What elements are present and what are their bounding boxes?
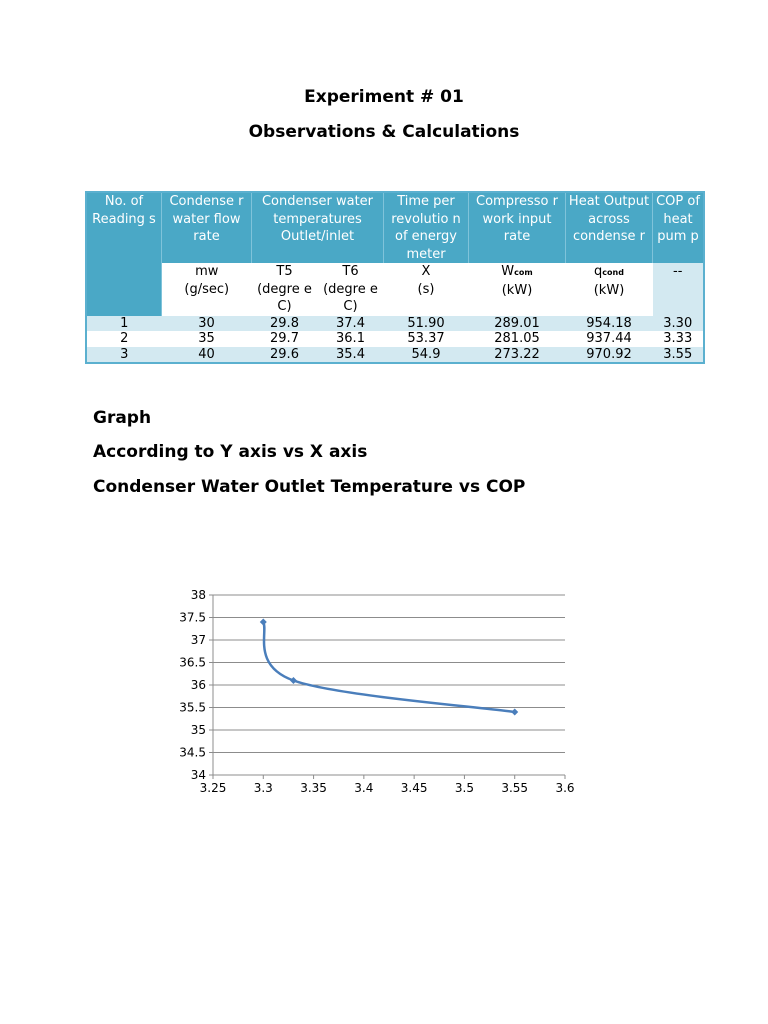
col-header-time: Time per revolutio n of energy meter <box>383 192 469 263</box>
unit-heat: qcond (kW) <box>565 263 653 316</box>
table-row: 3 40 29.6 35.4 54.9 273.22 970.92 3.55 <box>86 346 704 363</box>
cell-t6: 36.1 <box>317 331 384 347</box>
col-header-heat: Heat Output across condense r <box>565 192 653 263</box>
cell-t6: 35.4 <box>317 346 384 363</box>
y-tick-label: 36 <box>191 678 206 692</box>
cell-flow: 35 <box>161 331 252 347</box>
table-units-row: mw (g/sec) T5 (degre e C) T6 (degre e C)… <box>86 263 704 316</box>
y-tick-label: 35 <box>191 723 206 737</box>
x-tick-label: 3.6 <box>555 781 574 795</box>
data-point <box>511 708 519 716</box>
table-row: 1 30 29.8 37.4 51.90 289.01 954.18 3.30 <box>86 315 704 331</box>
x-tick-label: 3.5 <box>455 781 474 795</box>
cell-t6: 37.4 <box>317 315 384 331</box>
unit-cop: -- <box>652 263 704 316</box>
cell-t5: 29.6 <box>251 346 318 363</box>
data-point <box>259 618 267 626</box>
units-work: (kW) <box>501 282 533 298</box>
units-time: (s) <box>417 281 435 297</box>
col-header-temperatures: Condenser water temperatures Outlet/inle… <box>251 192 384 263</box>
y-tick-label: 37 <box>191 633 206 647</box>
symbol-heat-sub: cond <box>602 268 624 277</box>
col-header-flow: Condense r water flow rate <box>161 192 252 263</box>
cell-t5: 29.8 <box>251 315 318 331</box>
page-subtitle: Observations & Calculations <box>248 122 520 142</box>
page-title: Experiment # 01 <box>304 87 464 107</box>
cell-reading: 3 <box>86 346 162 363</box>
units-t5: (degre e C) <box>257 281 312 315</box>
unit-time: X (s) <box>383 263 469 316</box>
cell-cop: 3.55 <box>652 346 704 363</box>
cell-flow: 30 <box>161 315 252 331</box>
symbol-t6: T6 <box>342 264 359 279</box>
cell-t5: 29.7 <box>251 331 318 347</box>
cell-reading: 1 <box>86 315 162 331</box>
cell-work: 281.05 <box>468 331 566 347</box>
x-tick-label: 3.3 <box>254 781 273 795</box>
cell-cop: 3.30 <box>652 315 704 331</box>
cell-time: 54.9 <box>383 346 469 363</box>
observations-table: No. of Reading s Condense r water flow r… <box>85 191 705 364</box>
cell-cop: 3.33 <box>652 331 704 347</box>
col-header-work: Compresso r work input rate <box>468 192 566 263</box>
units-flow: (g/sec) <box>184 281 230 297</box>
symbol-heat-main: q <box>594 264 603 279</box>
cell-work: 289.01 <box>468 315 566 331</box>
y-tick-label: 38 <box>191 588 206 602</box>
symbol-t5: T5 <box>276 264 293 279</box>
y-tick-label: 37.5 <box>179 611 206 625</box>
unit-t6: T6 (degre e C) <box>317 263 384 316</box>
unit-flow: mw (g/sec) <box>161 263 252 316</box>
units-heat: (kW) <box>593 282 625 298</box>
cell-heat: 970.92 <box>565 346 653 363</box>
cell-work: 273.22 <box>468 346 566 363</box>
symbol-work: Wcom <box>471 263 564 282</box>
units-t6: (degre e C) <box>323 281 378 315</box>
symbol-time: X <box>421 264 431 279</box>
unit-work: Wcom (kW) <box>468 263 566 316</box>
symbol-work-sub: com <box>514 268 533 277</box>
y-tick-label: 35.5 <box>179 701 206 715</box>
symbol-cop: -- <box>673 264 683 279</box>
x-tick-label: 3.4 <box>354 781 373 795</box>
y-tick-label: 34 <box>191 768 206 782</box>
x-tick-label: 3.35 <box>300 781 327 795</box>
symbol-flow: mw <box>195 264 219 279</box>
section-relation: Condenser Water Outlet Temperature vs CO… <box>93 477 526 497</box>
x-tick-label: 3.25 <box>200 781 227 795</box>
cell-flow: 40 <box>161 346 252 363</box>
series-line <box>262 621 515 714</box>
table-row: 2 35 29.7 36.1 53.37 281.05 937.44 3.33 <box>86 331 704 347</box>
y-tick-label: 36.5 <box>179 656 206 670</box>
section-axis-description: According to Y axis vs X axis <box>93 442 368 462</box>
col-header-reading: No. of Reading s <box>86 192 162 316</box>
table-header-row: No. of Reading s Condense r water flow r… <box>86 192 704 316</box>
unit-t5: T5 (degre e C) <box>251 263 318 316</box>
col-header-cop: COP of heat pum p <box>652 192 704 263</box>
cell-time: 53.37 <box>383 331 469 347</box>
cell-heat: 954.18 <box>565 315 653 331</box>
data-point <box>289 677 297 684</box>
y-tick-label: 34.5 <box>179 746 206 760</box>
symbol-heat: qcond <box>568 263 651 282</box>
cell-time: 51.90 <box>383 315 469 331</box>
cop-temperature-chart: 34 34.5 35 35.5 36 36.5 37 37.5 38 3.25 3.3 3.35 3.4… <box>179 588 574 795</box>
symbol-work-main: W <box>501 264 515 279</box>
cell-heat: 937.44 <box>565 331 653 347</box>
x-tick-label: 3.55 <box>501 781 528 795</box>
section-graph: Graph <box>93 408 152 428</box>
cell-reading: 2 <box>86 331 162 347</box>
x-tick-label: 3.45 <box>401 781 428 795</box>
